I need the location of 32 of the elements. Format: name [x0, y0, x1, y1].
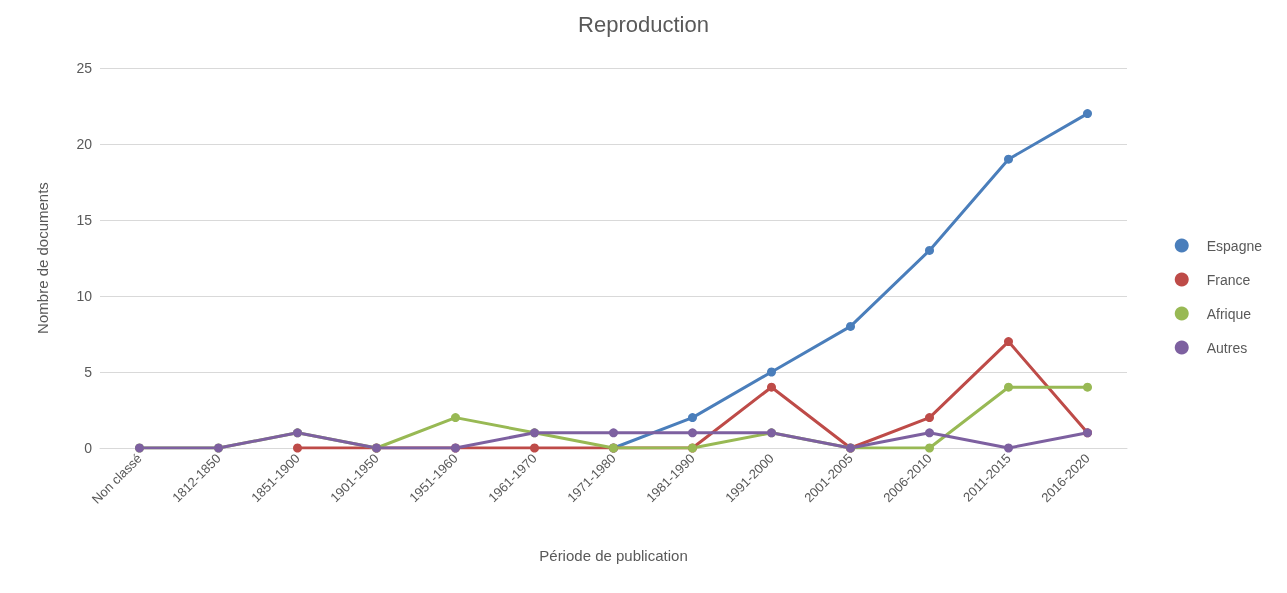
- chart-title: Reproduction: [578, 11, 709, 37]
- legend-label: Espagne: [1206, 237, 1263, 254]
- y-axis-title: Nombre de documents: [34, 182, 51, 334]
- point: [530, 443, 539, 453]
- point: [1004, 382, 1013, 392]
- point: [688, 428, 697, 438]
- y-tick-label: 25: [76, 60, 93, 76]
- point: [1004, 337, 1013, 347]
- y-tick-label: 0: [84, 440, 93, 456]
- point: [925, 443, 934, 453]
- legend-label: Autres: [1206, 339, 1248, 356]
- point: [688, 413, 697, 423]
- point: [767, 382, 776, 392]
- y-tick-label: 20: [76, 136, 93, 152]
- point: [925, 428, 934, 438]
- x-axis-title: Période de publication: [539, 547, 688, 564]
- y-tick-label: 10: [76, 288, 93, 304]
- point: [1083, 382, 1092, 392]
- y-tick-label: 5: [84, 364, 93, 380]
- point: [451, 413, 460, 423]
- point: [1004, 443, 1013, 453]
- point: [925, 245, 934, 255]
- legend-label: Afrique: [1206, 305, 1252, 322]
- point: [1083, 109, 1092, 119]
- point: [925, 413, 934, 423]
- point: [846, 321, 855, 331]
- point: [293, 443, 302, 453]
- point: [767, 367, 776, 377]
- legend-label: France: [1206, 271, 1251, 288]
- point: [609, 428, 618, 438]
- point: [1004, 154, 1013, 164]
- y-tick-label: 15: [76, 212, 93, 228]
